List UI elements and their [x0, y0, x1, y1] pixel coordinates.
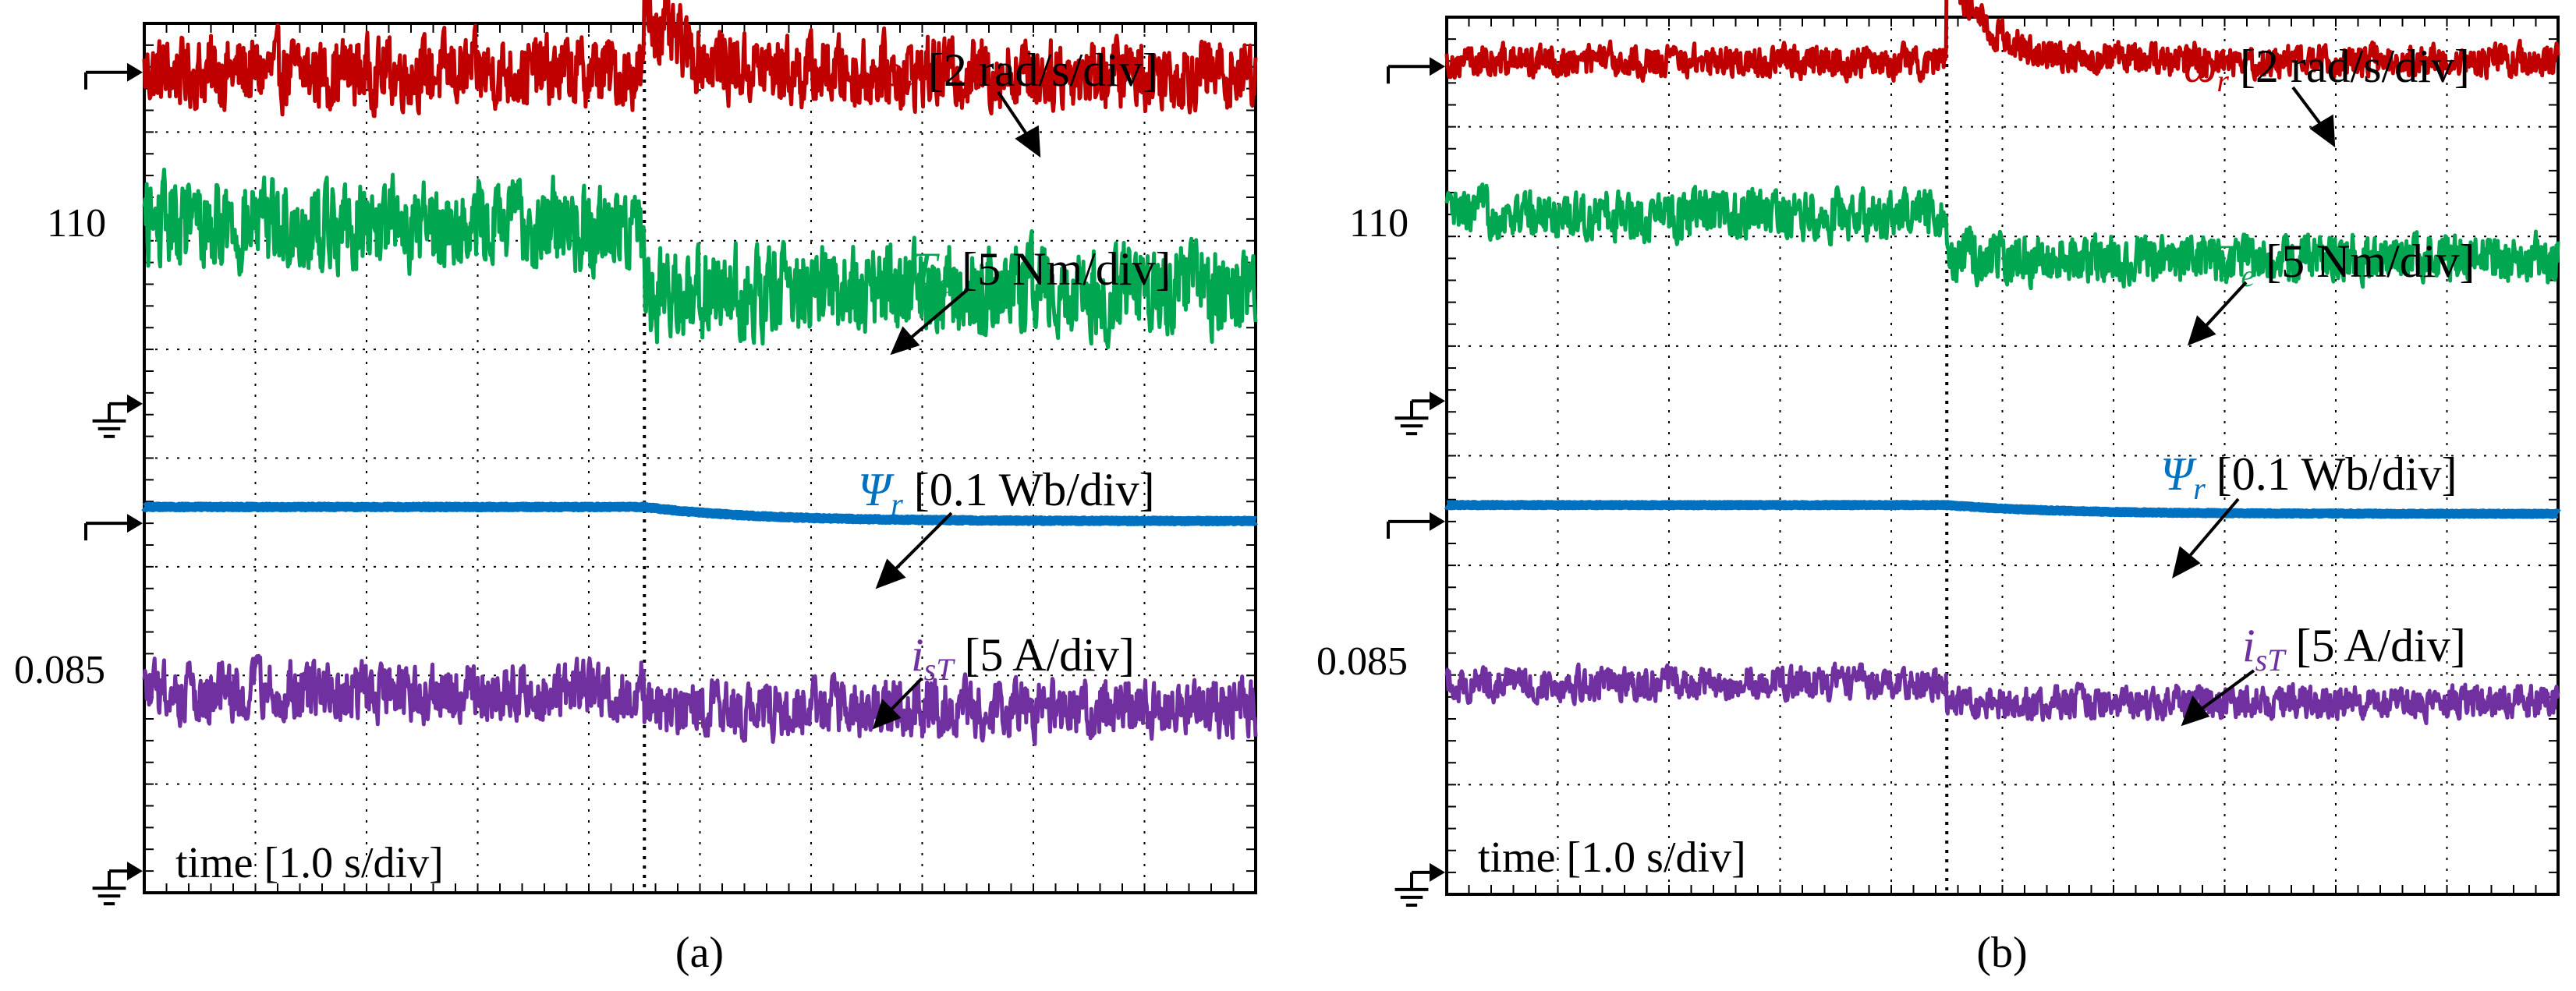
panel-b-flux-symbol: Ψ: [2160, 448, 2197, 500]
panel-a-speed-arrowhead: [1015, 125, 1041, 158]
trace-flux: [1443, 500, 2562, 519]
panel-b-flux-arrowhead: [2172, 546, 2201, 579]
panel-b-torque-arrowhead: [2187, 315, 2216, 346]
panel-b-torque-arrow: [2199, 281, 2248, 333]
panel-a-current-sub: sT: [924, 652, 956, 687]
panel-a-flux-ref-label: 0.085: [14, 648, 105, 692]
panel-b-current-symbol: i: [2242, 620, 2255, 671]
panel-b-flux-ref-label: 0.085: [1316, 639, 1408, 684]
panel-b-current-sub: sT: [2255, 642, 2287, 678]
panel-a-flux-arrow: [888, 511, 953, 577]
panel-a-torque-arrow: [903, 288, 969, 345]
trace-speed: [142, 0, 1258, 119]
panel-b-time-label: time [1.0 s/div]: [1478, 834, 1746, 882]
panel-a-flux-arrowhead: [875, 558, 906, 589]
panel-a-speed-label: ωr [2 rad/s/div]: [872, 44, 1158, 102]
panel-a-torque-arrowhead: [890, 326, 920, 356]
panel-b-current-label: isT [5 A/div]: [2242, 620, 2466, 678]
panel-a-grid: [144, 23, 1256, 894]
trace-torque: [142, 168, 1258, 349]
panel-a-label-arrows: [872, 90, 1041, 730]
panel-b-traces: [1443, 0, 2562, 726]
panel-b-speed-symbol: ω: [2184, 41, 2216, 92]
trace-current: [142, 653, 1258, 746]
panel-a-speed-sub: r: [905, 67, 917, 102]
reference-arrowhead: [127, 514, 143, 533]
trace-speed: [1444, 0, 2560, 83]
panel-b-speed-ref-label: 110: [1349, 201, 1408, 246]
panel-b-markers: [1387, 57, 1445, 907]
ground-arrowhead: [127, 862, 143, 881]
panel-b: 110 0.085 ωr [2 rad/s/div] Te [5 Nm/div] Ψ…: [1316, 0, 2562, 977]
panel-b-speed-arrowhead: [2309, 114, 2336, 148]
panel-a-flux-symbol: Ψ: [858, 464, 895, 515]
panel-b-current-arrowhead: [2181, 695, 2210, 727]
panel-b-current-arrow: [2194, 669, 2255, 715]
panel-a-flux-scale: [0.1 Wb/div]: [914, 464, 1155, 515]
panel-b-speed-scale: [2 rad/s/div]: [2240, 41, 2470, 92]
panel-b-flux-label: Ψr [0.1 Wb/div]: [2160, 448, 2457, 506]
panel-a-frame: [143, 22, 1257, 894]
ground-arrowhead: [1430, 391, 1445, 411]
panel-a-current-arrowhead: [872, 699, 902, 730]
panel-a-torque-sub: e: [937, 266, 951, 301]
panel-a-torque-label: Te [5 Nm/div]: [911, 243, 1171, 301]
panel-b-speed-label: ωr [2 rad/s/div]: [2184, 41, 2470, 98]
panel-a-speed-scale: [2 rad/s/div]: [928, 44, 1158, 96]
panel-b-current-scale: [5 A/div]: [2295, 620, 2465, 671]
panel-a-flux-sub: r: [891, 487, 903, 522]
panel-b-flux-arrow: [2182, 497, 2240, 565]
reference-arrowhead: [127, 62, 143, 82]
ground-arrowhead: [127, 394, 143, 413]
panel-a-current-scale: [5 A/div]: [964, 629, 1134, 681]
trace-flux: [140, 501, 1260, 526]
panel-b-torque-scale: [5 Nm/div]: [2266, 235, 2475, 287]
reference-arrowhead: [1430, 511, 1445, 531]
ground-arrowhead: [1430, 862, 1445, 882]
panel-b-flux-scale: [0.1 Wb/div]: [2216, 448, 2457, 500]
panel-b-grid: [1446, 17, 2559, 895]
panel-a-flux-label: Ψr [0.1 Wb/div]: [858, 464, 1155, 522]
panel-a-current-label: isT [5 A/div]: [911, 629, 1135, 687]
panel-a-caption: (a): [675, 929, 724, 977]
panel-b-label-arrows: [2172, 86, 2336, 727]
panel-a: 110 0.085 ωr [2 rad/s/div] Te [5 Nm/div] Ψ…: [14, 0, 1260, 977]
trace-current: [1444, 661, 2560, 726]
trace-torque: [1444, 182, 2560, 291]
reference-arrowhead: [1430, 57, 1445, 76]
panel-a-current-symbol: i: [911, 629, 924, 681]
panel-b-torque-label: Te [5 Nm/div]: [2215, 235, 2475, 293]
panel-a-speed-symbol: ω: [872, 44, 905, 96]
panel-a-time-label: time [1.0 s/div]: [175, 839, 444, 887]
panel-b-flux-sub: r: [2193, 471, 2206, 506]
panel-a-traces: [140, 0, 1260, 746]
panel-a-torque-scale: [5 Nm/div]: [962, 243, 1171, 295]
panel-a-markers: [84, 62, 143, 906]
panel-b-caption: (b): [1976, 929, 2027, 977]
panel-b-torque-symbol: T: [2215, 235, 2244, 287]
panel-b-speed-sub: r: [2216, 63, 2229, 98]
panel-a-speed-ref-label: 110: [47, 201, 106, 246]
panel-a-torque-symbol: T: [911, 243, 940, 295]
